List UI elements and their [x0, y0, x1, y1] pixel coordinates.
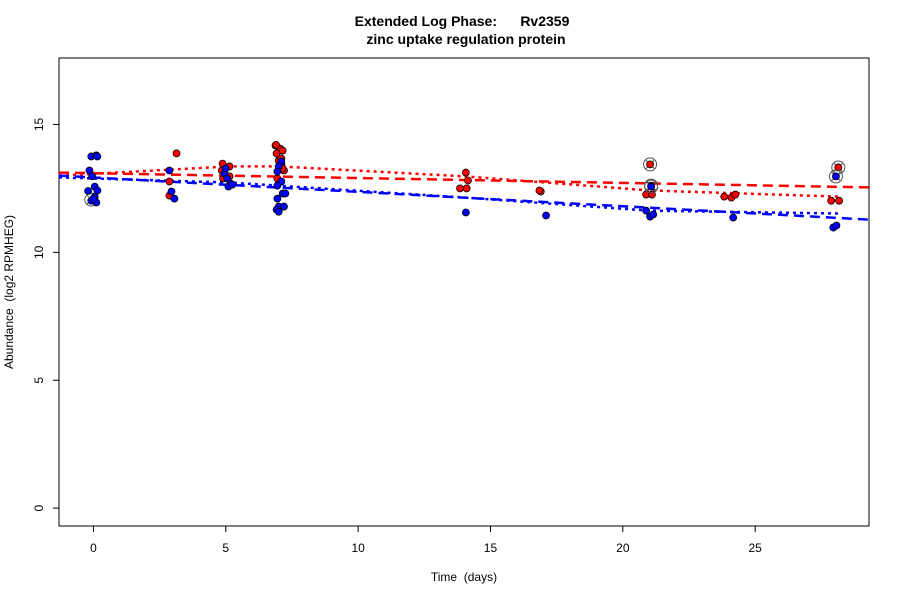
- data-point: [731, 190, 740, 199]
- data-point: [272, 141, 280, 149]
- data-point: [281, 189, 290, 198]
- data-point: [165, 177, 174, 186]
- data-point: [456, 184, 464, 193]
- data-point: [170, 194, 179, 203]
- data-point: [720, 192, 729, 201]
- data-point: [221, 164, 230, 173]
- data-point: [273, 181, 282, 190]
- fit-line-dotted: [58, 165, 839, 198]
- data-point: [832, 221, 841, 230]
- data-point: [172, 149, 181, 158]
- fit-line-dashed: [58, 174, 870, 221]
- data-point: [834, 163, 843, 172]
- data-point: [274, 207, 283, 216]
- data-point: [461, 168, 470, 177]
- data-point: [89, 194, 98, 203]
- data-point: [729, 213, 738, 222]
- y-axis-label: Abundance (log2 RPMHEG): [2, 215, 16, 369]
- y-tick-label: 10: [32, 245, 46, 259]
- y-tick-label: 15: [32, 117, 46, 131]
- data-point: [832, 172, 840, 181]
- data-point: [84, 187, 93, 195]
- x-tick-label: 25: [748, 541, 762, 555]
- y-tick-label: 0: [32, 504, 46, 511]
- data-point: [835, 196, 843, 205]
- data-point: [542, 211, 550, 220]
- chart-title-line2: zinc uptake regulation protein: [366, 31, 565, 47]
- x-tick-label: 0: [90, 541, 97, 555]
- y-tick-label: 5: [32, 377, 46, 384]
- data-point: [165, 166, 174, 175]
- data-point: [280, 202, 288, 211]
- data-point: [646, 160, 654, 169]
- data-point: [642, 206, 651, 215]
- data-point: [273, 167, 282, 176]
- x-tick-label: 10: [351, 541, 365, 555]
- plot-frame: [58, 57, 870, 527]
- data-point: [93, 152, 102, 161]
- data-point: [461, 208, 470, 217]
- data-point: [464, 176, 472, 185]
- data-point: [167, 187, 176, 196]
- x-tick-label: 5: [222, 541, 229, 555]
- data-point: [462, 184, 471, 193]
- data-point: [827, 196, 836, 205]
- data-point: [278, 146, 287, 155]
- data-point: [535, 186, 544, 195]
- x-tick-label: 20: [616, 541, 630, 555]
- x-tick-label: 15: [484, 541, 498, 555]
- data-point: [273, 194, 282, 203]
- data-point: [649, 210, 658, 219]
- data-point: [228, 180, 237, 189]
- fit-line-dashed: [58, 171, 870, 189]
- chart-title-line1: Extended Log Phase: Rv2359: [355, 13, 570, 29]
- data-point: [88, 172, 96, 181]
- data-point: [647, 182, 656, 191]
- x-axis-label: Time (days): [431, 570, 497, 584]
